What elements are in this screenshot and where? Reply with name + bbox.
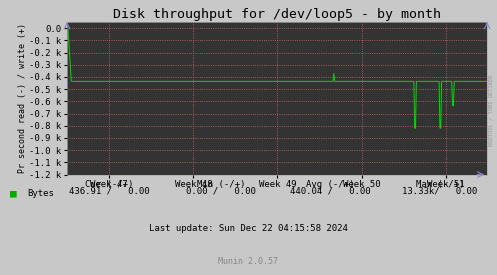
Text: Bytes: Bytes [27, 189, 54, 198]
Text: 436.91 /   0.00: 436.91 / 0.00 [69, 187, 150, 196]
Y-axis label: Pr second read (-) / write (+): Pr second read (-) / write (+) [17, 23, 26, 173]
Text: 0.00 /   0.00: 0.00 / 0.00 [186, 187, 256, 196]
Title: Disk throughput for /dev/loop5 - by month: Disk throughput for /dev/loop5 - by mont… [113, 8, 441, 21]
Text: Max (-/+): Max (-/+) [415, 180, 464, 189]
Text: 13.33k/   0.00: 13.33k/ 0.00 [402, 187, 478, 196]
Text: RRDTOOL / TOBI OETIKER: RRDTOOL / TOBI OETIKER [489, 74, 494, 146]
Text: ■: ■ [10, 189, 17, 199]
Text: Cur (-/+): Cur (-/+) [85, 180, 134, 189]
Text: Munin 2.0.57: Munin 2.0.57 [219, 257, 278, 266]
Text: Last update: Sun Dec 22 04:15:58 2024: Last update: Sun Dec 22 04:15:58 2024 [149, 224, 348, 233]
Text: 440.04 /   0.00: 440.04 / 0.00 [290, 187, 371, 196]
Text: Avg (-/+): Avg (-/+) [306, 180, 355, 189]
Text: Min (-/+): Min (-/+) [197, 180, 246, 189]
